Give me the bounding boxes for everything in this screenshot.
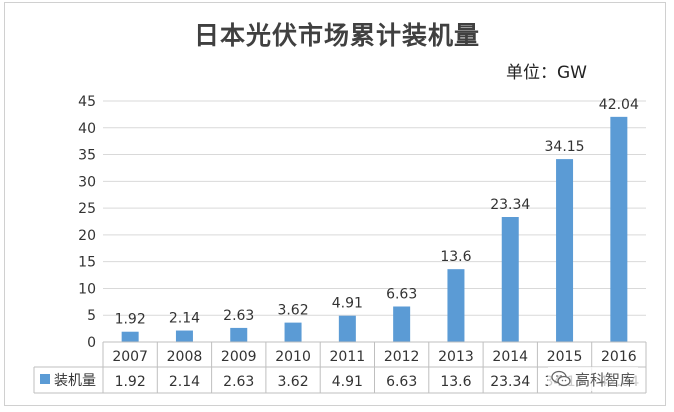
data-labels: 1.92 2.14 2.63 3.62 4.91 6.63 13.6 23.34 34.15 42… [115,97,639,328]
x-tick-label: 2008 [167,349,203,365]
y-tick-label: 15 [78,255,96,271]
y-tick-label: 5 [87,308,96,324]
y-tick-label: 45 [78,94,96,110]
chart-frame [4,2,666,406]
x-tick-label: 2013 [438,349,474,365]
table-value: 1.92 [115,374,146,390]
bar [338,315,356,342]
legend-key [40,374,50,384]
y-tick-label: 40 [78,121,96,137]
bar [121,331,139,342]
x-tick-label: 2011 [330,349,366,365]
table-value: 13.6 [440,374,471,390]
bar [175,330,193,342]
x-tick-label: 2015 [547,349,583,365]
y-tick-label: 30 [78,174,96,190]
unit-label: 单位：GW [506,63,587,83]
y-axis-ticks: 0 5 10 15 20 25 30 35 40 45 [78,94,96,351]
data-label: 3.62 [277,303,308,319]
watermark-text: 高科智库 [575,370,636,389]
x-tick-label: 2012 [384,349,420,365]
data-label: 2.63 [223,308,254,324]
x-tick-label: 2007 [112,349,148,365]
chart-title: 日本光伏市场累计装机量 [193,21,480,50]
table-value: 6.63 [386,374,417,390]
y-tick-label: 10 [78,281,96,297]
bar [610,116,628,342]
y-tick-label: 0 [87,335,96,351]
bar [230,327,248,342]
table-value: 2.14 [169,374,200,390]
data-label: 23.34 [490,197,530,213]
table-value: 3.62 [277,374,308,390]
bar [447,269,465,342]
gridlines [103,100,646,343]
bar [501,217,519,342]
wechat-icon [551,370,571,387]
data-label: 13.6 [440,249,471,265]
bar [284,322,302,342]
watermark: 高科智库 [548,367,639,391]
x-tick-label: 2009 [221,349,257,365]
y-tick-label: 25 [78,201,96,217]
table-value: 23.34 [490,374,530,390]
data-label: 34.15 [545,139,585,155]
data-label: 2.14 [169,311,200,327]
y-tick-label: 35 [78,148,96,164]
bars [121,116,628,342]
data-label: 1.92 [115,312,146,328]
y-tick-label: 20 [78,228,96,244]
data-label: 42.04 [599,97,639,113]
x-tick-label: 2016 [601,349,637,365]
bar [556,159,574,342]
x-tick-label: 2014 [492,349,528,365]
data-label: 4.91 [332,296,363,312]
x-tick-label: 2010 [275,349,311,365]
bar [393,306,411,342]
data-label: 6.63 [386,286,417,302]
table-value: 2.63 [223,374,254,390]
legend-series-name: 装机量 [54,373,96,389]
table-value: 4.91 [332,374,363,390]
